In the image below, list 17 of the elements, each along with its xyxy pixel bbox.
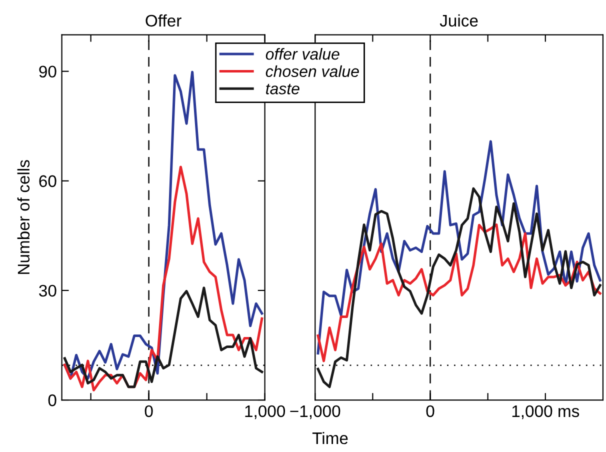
legend-label: offer value xyxy=(266,48,340,60)
y-tick-label: 30 xyxy=(39,284,56,297)
line-series xyxy=(63,166,264,392)
x-tick-label: 1,000 ms xyxy=(512,405,580,420)
chart-title: Offer xyxy=(146,14,182,27)
y-axis-title: Number of cells xyxy=(17,160,30,274)
x-axis-title: Time xyxy=(312,432,348,444)
y-tick-label: 60 xyxy=(39,175,56,188)
x-tick-label: −1,000 xyxy=(290,405,340,420)
x-tick-label: 1,000 xyxy=(245,405,286,420)
y-tick-label: 0 xyxy=(48,394,56,406)
legend-label: taste xyxy=(266,84,300,94)
y-tick-label: 90 xyxy=(39,66,56,78)
x-tick-label: 0 xyxy=(144,405,153,418)
legend-label: chosen value xyxy=(266,65,359,78)
chart-title: Juice xyxy=(440,14,478,27)
x-tick-label: 0 xyxy=(426,405,434,418)
